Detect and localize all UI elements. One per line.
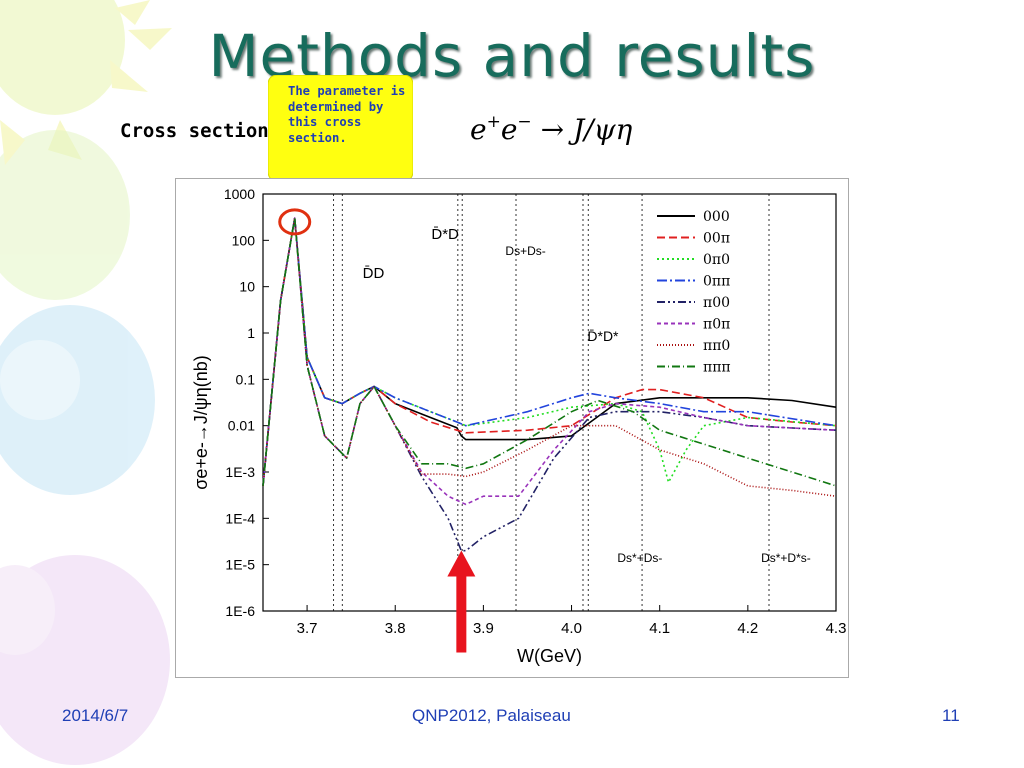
x-tick-label: 4.2 <box>737 620 758 637</box>
series-line-3 <box>262 217 837 486</box>
slide-subtitle: Cross section of <box>120 120 304 142</box>
y-tick-label: 100 <box>232 232 256 248</box>
cross-section-chart: D̄D D̄*D Ds+Ds- D̄*D* Ds*+Ds- Ds*+D*s- 3.7 3.8 3… <box>175 178 849 678</box>
peak-highlight-circle <box>278 208 312 236</box>
x-tick-label: 3.9 <box>473 620 494 637</box>
y-tick-label: 0.01 <box>228 418 255 434</box>
legend-label: 0ππ <box>703 274 730 290</box>
legend-label: π0π <box>703 317 730 333</box>
threshold-label-DstarDstar: D̄*D* <box>587 328 619 344</box>
footer-venue: QNP2012, Palaiseau <box>412 706 571 725</box>
x-tick-label: 3.7 <box>297 620 318 637</box>
chart-legend: 000 00π 0π0 0ππ π00 π0π ππ0 πππ <box>657 209 731 376</box>
threshold-label-DD: D̄D <box>363 265 385 282</box>
legend-label: 0π0 <box>703 252 730 268</box>
series-line-8 <box>262 217 837 487</box>
x-tick-label: 3.8 <box>385 620 406 637</box>
y-tick-label: 1E-6 <box>225 603 255 619</box>
y-axis-label: σe+e-→J/ψη(nb) <box>191 355 211 490</box>
series-line-4 <box>262 217 837 486</box>
x-tick-label: 4.1 <box>649 620 670 637</box>
footer-date: 2014/6/7 <box>62 706 129 725</box>
threshold-label-DstarD: D̄*D <box>431 226 459 243</box>
threshold-label-DsstarDsstar: Ds*+D*s- <box>761 551 811 565</box>
balloon-decoration-blue <box>0 305 155 495</box>
series-line-2 <box>262 217 837 486</box>
threshold-label-DsDs: Ds+Ds- <box>505 244 545 258</box>
formula-minus-sign: − <box>517 112 532 132</box>
red-arrow-head <box>447 550 476 577</box>
legend-label: 00π <box>703 231 730 247</box>
reaction-formula: e+e− → J/ψη <box>470 112 632 146</box>
y-tick-label: 0.1 <box>236 371 256 387</box>
formula-plus-sign: + <box>486 112 501 132</box>
y-tick-label: 1000 <box>224 186 255 202</box>
y-tick-label: 1E-5 <box>225 557 255 573</box>
callout-text: The parameter is determined by this cros… <box>288 84 406 145</box>
red-arrow-shaft <box>456 574 467 653</box>
x-axis-label: W(GeV) <box>517 646 582 666</box>
legend-label: 000 <box>703 209 730 225</box>
threshold-label-DsstarDs: Ds*+Ds- <box>617 551 662 565</box>
legend-label: ππ0 <box>703 338 730 354</box>
x-tick-label: 4.0 <box>561 620 582 637</box>
legend-label: π00 <box>703 295 730 311</box>
slide-title: Methods and results <box>208 22 816 90</box>
x-tick-label: 4.3 <box>826 620 847 637</box>
y-tick-label: 10 <box>239 279 255 295</box>
y-tick-label: 1E-4 <box>225 510 255 526</box>
callout-bubble <box>268 75 413 181</box>
y-tick-label: 1E-3 <box>225 464 255 480</box>
balloon-decoration-left <box>0 120 130 300</box>
legend-label: πππ <box>703 360 731 376</box>
formula-positron: e <box>500 113 518 146</box>
formula-arrow: → <box>540 113 565 146</box>
y-tick-label: 1 <box>247 325 255 341</box>
formula-product: J/ψη <box>572 113 633 146</box>
balloon-decoration-purple <box>0 555 170 765</box>
plot-area <box>262 193 837 612</box>
footer-page-number: 11 <box>942 706 960 725</box>
formula-electron: e <box>470 113 487 146</box>
